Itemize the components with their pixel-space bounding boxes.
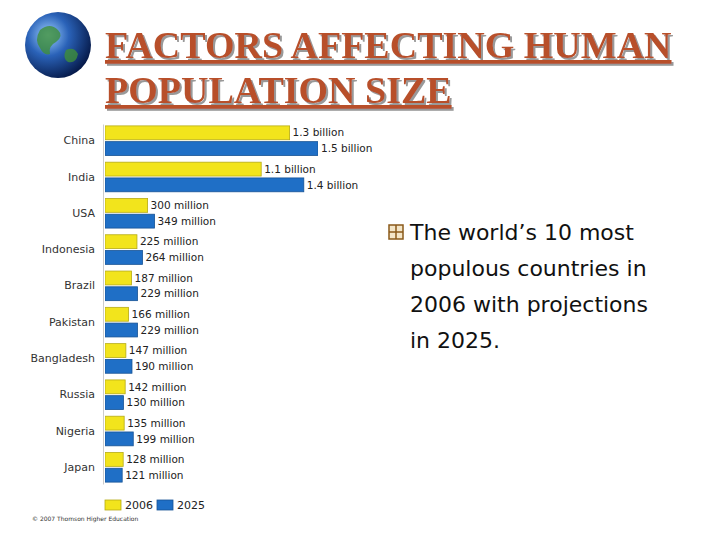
category-label: India	[68, 171, 95, 184]
data-label: 225 million	[140, 235, 198, 247]
category-axis: China India USA Indonesia Brazil Pakistan Bang…	[31, 125, 104, 485]
subtitle: The world’s 10 most populous countries in…	[409, 220, 648, 353]
data-label: 147 million	[129, 344, 187, 356]
text-line: FACTORS AFFECTING HUMAN	[105, 24, 672, 66]
tick: Russia	[60, 388, 95, 401]
text-line: The world’s 10 most	[409, 220, 634, 245]
category-label: Pakistan	[49, 316, 95, 329]
bar	[105, 323, 138, 337]
bar	[105, 359, 132, 373]
data-labels: 1.3 billion 1.1 billion 300 million 225 mil…	[125, 126, 372, 480]
bar	[105, 380, 125, 394]
bars	[105, 126, 318, 482]
text-line: 2006 with projections	[410, 292, 648, 317]
legend-label: 2025	[177, 499, 205, 512]
category-label: China	[64, 134, 95, 147]
tick: Pakistan	[49, 316, 95, 329]
data-label: 229 million	[141, 324, 199, 336]
data-label: 187 million	[135, 272, 193, 284]
data-label: 1.3 billion	[293, 126, 344, 138]
data-label: 1.4 billion	[307, 179, 358, 191]
category-label: Bangladesh	[31, 352, 96, 365]
data-label: 264 million	[145, 251, 203, 263]
category-label: Indonesia	[42, 243, 95, 256]
category-label: Nigeria	[56, 425, 95, 438]
bar	[105, 416, 124, 430]
legend-swatch	[105, 500, 121, 510]
category-label: Brazil	[64, 279, 95, 292]
data-label: 190 million	[135, 360, 193, 372]
slide: FACTORS AFFECTING HUMANPOPULATION SIZE Th…	[0, 0, 720, 540]
bar	[105, 214, 155, 228]
text-line: populous countries in	[410, 256, 647, 281]
bar	[105, 432, 133, 446]
data-label: 128 million	[126, 453, 184, 465]
data-label: 300 million	[151, 199, 209, 211]
data-label: 229 million	[141, 287, 199, 299]
tick: USA	[72, 207, 95, 220]
bar	[105, 235, 137, 249]
tick: China	[64, 134, 95, 147]
data-label: 166 million	[132, 308, 190, 320]
bar	[105, 198, 148, 212]
data-label: 121 million	[125, 469, 183, 481]
axis-line	[103, 125, 104, 485]
globe-icon	[25, 12, 91, 78]
tick: Brazil	[64, 279, 95, 292]
tick: Indonesia	[42, 243, 95, 256]
data-label: 142 million	[128, 381, 186, 393]
data-label: 1.1 billion	[264, 163, 315, 175]
bar	[105, 307, 129, 321]
title: FACTORS AFFECTING HUMANPOPULATION SIZE	[105, 24, 672, 111]
category-label: Japan	[63, 461, 95, 474]
bullet-cross	[389, 225, 403, 239]
bar	[105, 344, 126, 358]
legend: 2006 2025	[105, 499, 205, 512]
legend-swatch	[157, 500, 173, 510]
category-label: Russia	[60, 388, 95, 401]
legend-label: 2006	[125, 499, 153, 512]
text-line: POPULATION SIZE	[105, 69, 452, 111]
data-label: 199 million	[136, 433, 194, 445]
bar	[105, 453, 123, 467]
data-label: 130 million	[126, 396, 184, 408]
tick: Bangladesh	[31, 352, 96, 365]
bar	[105, 126, 290, 140]
tick: India	[68, 171, 95, 184]
category-label: USA	[72, 207, 95, 220]
text-line: in 2025.	[410, 328, 500, 353]
bar	[105, 468, 122, 482]
bullet-box	[389, 225, 403, 239]
bar	[105, 251, 142, 265]
tick: Nigeria	[56, 425, 95, 438]
bar	[105, 396, 123, 410]
source: © 2007 Thomson Higher Education	[32, 515, 138, 523]
data-label: 1.5 billion	[321, 142, 372, 154]
tick: Japan	[63, 461, 95, 474]
bar	[105, 162, 261, 176]
data-label: 349 million	[158, 215, 216, 227]
globe	[25, 12, 91, 78]
bullet	[389, 225, 403, 239]
globe-land	[37, 26, 78, 62]
bar	[105, 287, 138, 301]
bar	[105, 271, 132, 285]
bar	[105, 178, 304, 192]
data-label: 135 million	[127, 417, 185, 429]
bar	[105, 142, 318, 156]
